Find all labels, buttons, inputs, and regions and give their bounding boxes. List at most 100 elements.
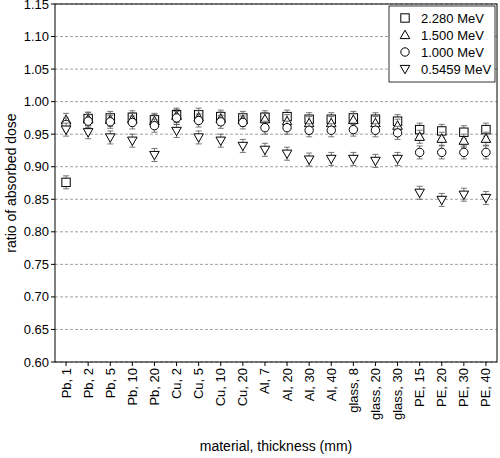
error-cap [151,148,157,149]
x-tick-label: Al, 40 [324,368,339,401]
plot-frame [55,4,497,362]
x-tick-label: PE, 15 [412,368,427,407]
error-cap [483,191,489,192]
y-tick-label: 1.00 [24,94,49,109]
data-point [305,126,313,134]
data-point [437,134,447,142]
x-tick-label: glass, 20 [368,368,383,420]
error-cap [395,152,401,153]
data-point [393,129,401,137]
error-cap [174,137,180,138]
data-point [282,150,292,158]
data-point [459,191,469,199]
error-cap [63,123,69,124]
error-cap [483,158,489,159]
error-cap [483,204,489,205]
error-cap [218,115,224,116]
error-cap [483,145,489,146]
error-cap [350,113,356,114]
error-cap [306,123,312,124]
error-cap [350,123,356,124]
data-point [482,125,490,133]
data-point [194,116,202,124]
y-axis-title: ratio of absorbed dose [3,113,19,253]
grid-line [55,264,497,265]
data-point [349,125,357,133]
data-point [260,114,270,122]
y-tick-label: 1.15 [24,0,49,12]
error-cap [107,111,113,112]
legend: 2.280 MeV1.500 MeV1.000 MeV0.5459 MeV [389,6,495,82]
y-tick [51,101,55,102]
error-cap [151,132,157,133]
data-point [216,137,226,145]
error-cap [284,110,290,111]
x-tick-label: glass, 30 [390,368,405,420]
y-tick [51,4,55,5]
data-point [415,189,425,197]
error-cap [395,119,401,120]
x-tick [441,362,442,366]
y-tick [51,362,55,363]
error-cap [174,108,180,109]
data-point [261,123,269,131]
x-tick-label: Pb, 2 [81,368,96,398]
x-tick [66,362,67,366]
data-point [217,118,225,126]
error-cap [240,152,246,153]
error-cap [328,152,334,153]
x-tick-label: Cu, 20 [235,368,250,406]
error-cap [196,114,202,115]
error-cap [395,165,401,166]
data-point [415,148,423,156]
error-cap [85,138,91,139]
data-point [83,129,93,137]
x-axis-title: material, thickness (mm) [200,438,352,454]
error-cap [439,145,445,146]
x-tick-label: Pb, 5 [103,368,118,398]
error-cap [174,109,180,110]
error-cap [306,136,312,137]
error-cap [395,114,401,115]
error-cap [63,136,69,137]
error-cap [174,124,180,125]
error-cap [350,165,356,166]
grid-line [55,134,497,135]
error-cap [350,152,356,153]
error-cap [395,126,401,127]
legend-label: 1.000 MeV [421,45,484,60]
x-tick [485,362,486,366]
data-point [437,196,447,204]
series [61,109,491,147]
error-cap [63,113,69,114]
x-tick [419,362,420,366]
error-cap [262,112,268,113]
error-cap [417,186,423,187]
error-cap [284,147,290,148]
error-cap [174,124,180,125]
error-cap [240,139,246,140]
data-point [283,123,291,131]
error-cap [63,117,69,118]
error-cap [328,136,334,137]
x-tick-label: glass, 8 [346,368,361,413]
x-tick-label: PE, 30 [456,368,471,407]
error-cap [372,154,378,155]
error-cap [439,193,445,194]
error-cap [107,113,113,114]
error-cap [85,112,91,113]
error-cap [129,110,135,111]
error-cap [151,113,157,114]
error-cap [218,147,224,148]
y-tick [51,166,55,167]
data-point [150,151,160,159]
x-tick-label: Pb, 10 [125,368,140,406]
y-tick [51,36,55,37]
x-tick [397,362,398,366]
x-tick [264,362,265,366]
x-tick [242,362,243,366]
y-tick [51,134,55,135]
error-cap [284,114,290,115]
data-point [128,137,138,145]
x-tick [309,362,310,366]
